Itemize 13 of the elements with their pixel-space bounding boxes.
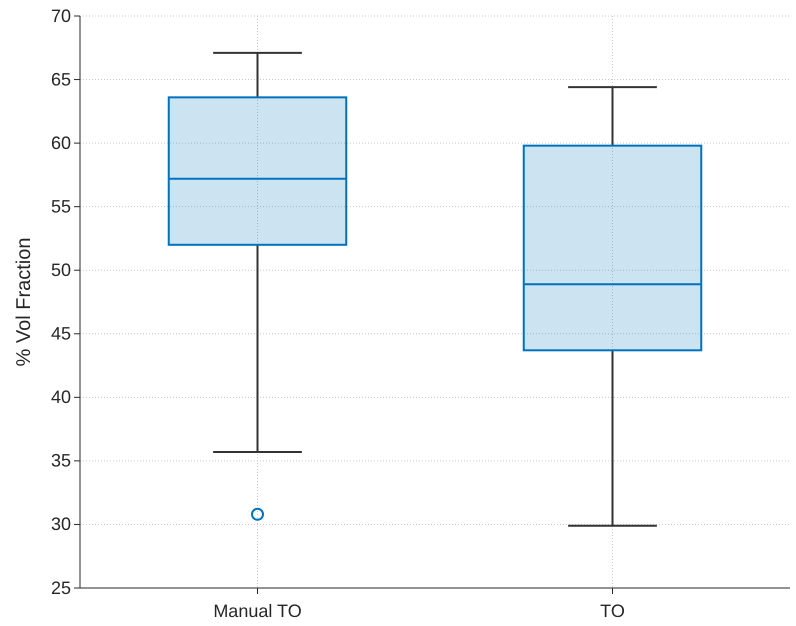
- y-axis-title: % Vol Fraction: [13, 238, 35, 366]
- x-tick-label: Manual TO: [213, 600, 302, 621]
- y-tick-label: 35: [50, 450, 71, 471]
- y-tick-label: 70: [50, 6, 71, 26]
- y-tick-label: 30: [50, 514, 71, 534]
- y-tick-label: 25: [50, 578, 71, 598]
- y-tick-label: 55: [50, 196, 71, 216]
- y-tick-label: 40: [50, 387, 71, 408]
- y-tick-label: 50: [50, 260, 71, 280]
- y-tick-label: 60: [50, 132, 71, 153]
- x-tick-label: TO: [600, 600, 625, 621]
- y-tick-label: 45: [50, 324, 71, 344]
- y-tick-label: 65: [50, 69, 71, 90]
